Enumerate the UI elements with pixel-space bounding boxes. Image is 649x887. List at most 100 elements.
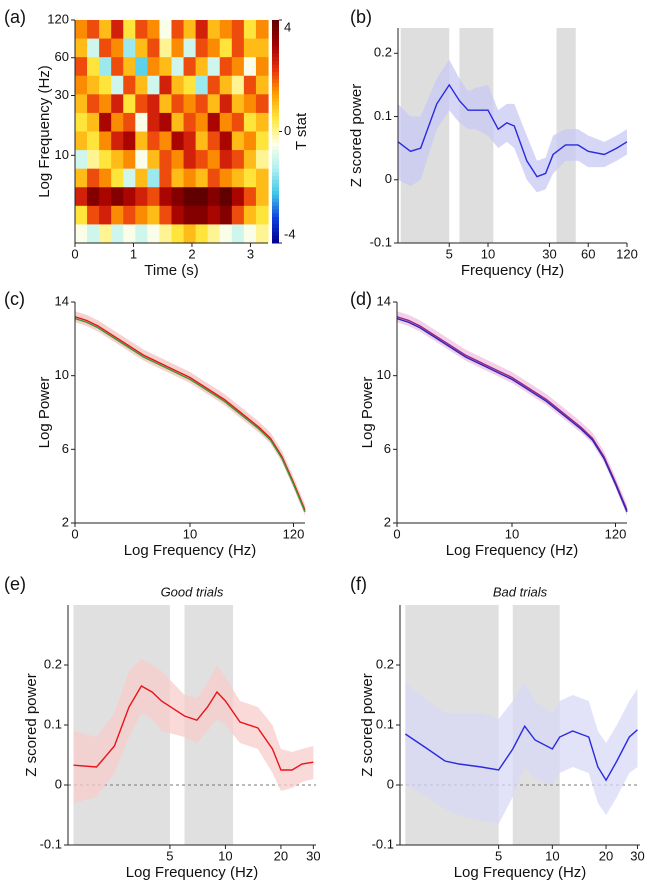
heatmap-cell <box>159 112 173 133</box>
heatmap-cell <box>75 38 88 58</box>
heatmap-cell <box>87 224 100 244</box>
colorbar-step <box>272 205 279 211</box>
colorbar-step <box>272 72 279 77</box>
y-axis-label: Log Power <box>359 377 376 449</box>
heatmap-cell <box>195 205 209 226</box>
heatmap-cell <box>147 168 161 188</box>
x-axis-label: Time (s) <box>144 262 198 279</box>
y-tick-label: 0.2 <box>376 656 394 671</box>
y-tick-label: 0 <box>55 776 62 791</box>
heatmap-cell <box>207 187 221 207</box>
heatmap-cell <box>207 57 221 77</box>
colorbar-step <box>272 109 279 114</box>
colorbar-step <box>272 64 279 69</box>
colorbar-step <box>272 224 279 229</box>
x-tick-label: 5 <box>495 848 502 863</box>
colorbar-step <box>272 49 279 54</box>
heatmap-cell <box>243 131 257 151</box>
heatmap-cell <box>255 224 269 244</box>
heatmap-cell <box>99 150 112 170</box>
colorbar-step <box>272 127 279 132</box>
heatmap-cell <box>231 150 245 170</box>
line <box>396 317 628 513</box>
heatmap-cell <box>195 38 209 58</box>
colorbar-step <box>272 68 279 73</box>
heatmap-cell <box>135 224 148 244</box>
heatmap-cell <box>135 131 148 151</box>
x-axis-label: Frequency (Hz) <box>461 262 564 279</box>
colorbar-step <box>272 23 279 28</box>
heatmap-cell <box>183 38 197 58</box>
heatmap-cell <box>135 94 148 114</box>
heatmap-cell <box>135 57 148 77</box>
heatmap-cell <box>75 57 88 77</box>
heatmap-cell <box>111 131 124 151</box>
heatmap-cell <box>159 20 173 40</box>
heatmap-cell <box>87 38 100 58</box>
heatmap-cell <box>195 112 209 133</box>
colorbar-step <box>272 116 279 121</box>
heatmap-cell <box>171 187 185 207</box>
colorbar-step <box>272 239 279 244</box>
colorbar-step <box>272 209 279 214</box>
heatmap-cell <box>231 168 245 188</box>
y-tick-label: 6 <box>384 441 391 456</box>
x-tick-label: 5 <box>166 848 173 863</box>
heatmap-cell <box>159 187 173 207</box>
colorbar-step <box>272 146 279 151</box>
colorbar-step <box>272 60 279 66</box>
panel-label: (b) <box>350 7 372 27</box>
heatmap-cell <box>219 112 233 133</box>
colorbar-step <box>272 98 279 103</box>
heatmap-cell <box>219 150 233 170</box>
colorbar-step <box>272 20 279 25</box>
colorbar-step <box>272 216 279 222</box>
heatmap-cell <box>123 38 136 58</box>
heatmap-cell <box>159 75 173 95</box>
colorbar-step <box>272 187 279 192</box>
heatmap-cell <box>135 75 148 95</box>
x-tick-label: 10 <box>505 526 519 541</box>
y-tick-label: 120 <box>47 11 69 26</box>
y-tick-label: 0.2 <box>374 45 392 60</box>
heatmap-cell <box>99 112 112 133</box>
heatmap-cell <box>207 224 221 244</box>
heatmap-cell <box>111 20 124 40</box>
heatmap-cell <box>231 131 245 151</box>
x-tick-label: 60 <box>581 246 595 261</box>
colorbar-step <box>272 157 279 162</box>
heatmap-cell <box>219 205 233 226</box>
heatmap-cell <box>135 150 148 170</box>
heatmap-cell <box>135 205 148 226</box>
heatmap-cell <box>111 205 124 226</box>
heatmap-cell <box>195 187 209 207</box>
heatmap-cell <box>231 187 245 207</box>
heatmap-cell <box>99 131 112 151</box>
x-tick-label: 0 <box>393 526 400 541</box>
x-axis-label: Log Frequency (Hz) <box>446 542 579 559</box>
heatmap-cell <box>123 205 136 226</box>
heatmap-cell <box>207 20 221 40</box>
heatmap-cell <box>207 168 221 188</box>
heatmap-cell <box>231 57 245 77</box>
colorbar-step <box>272 179 279 185</box>
colorbar-step <box>272 83 279 88</box>
heatmap-cell <box>171 94 185 114</box>
heatmap-cell <box>135 187 148 207</box>
colorbar-step <box>272 153 279 159</box>
heatmap-cell <box>195 224 209 244</box>
colorbar-step <box>272 120 279 125</box>
y-tick-label: 6 <box>62 441 69 456</box>
heatmap-cell <box>75 94 88 114</box>
colorbar-step <box>272 176 279 181</box>
line <box>74 317 306 513</box>
line <box>397 83 628 178</box>
heatmap-cell <box>99 187 112 207</box>
heatmap-cell <box>231 112 245 133</box>
x-axis-label: Log Frequency (Hz) <box>454 864 587 881</box>
y-tick-label: 10 <box>55 147 69 162</box>
heatmap-cell <box>99 75 112 95</box>
heatmap-cell <box>219 38 233 58</box>
x-tick-label: 30 <box>630 848 644 863</box>
